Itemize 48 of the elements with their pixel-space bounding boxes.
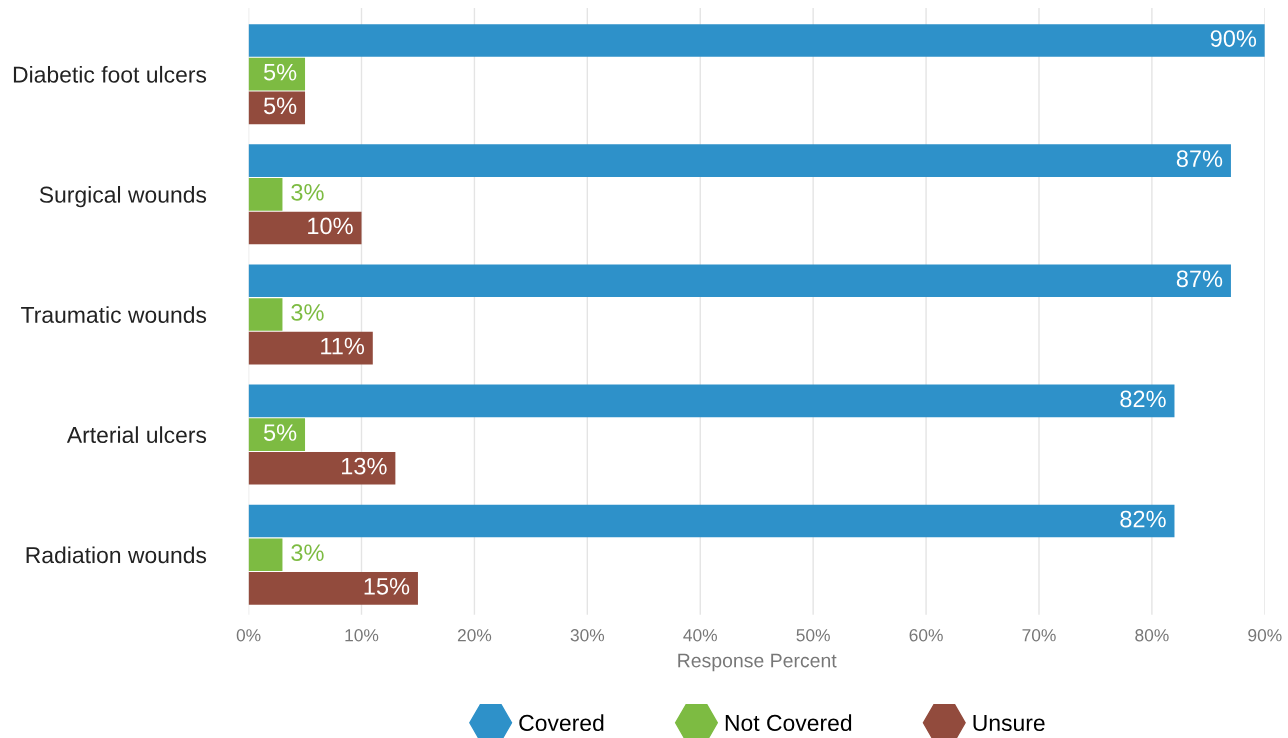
bar <box>248 144 1231 177</box>
data-label: 90% <box>1210 30 1257 47</box>
bar <box>248 178 283 211</box>
bar <box>248 384 1175 418</box>
legend-label: Not Covered <box>725 714 852 732</box>
y-tick-label: Traumatic wounds <box>21 306 207 323</box>
x-tick-label: 50% <box>796 629 830 642</box>
data-label: 5% <box>263 424 297 441</box>
y-tick-label: Radiation wounds <box>26 546 207 564</box>
bar <box>248 57 306 91</box>
x-tick-label: 10% <box>345 629 379 642</box>
data-label: 82% <box>1120 510 1166 528</box>
x-tick-label: 90% <box>1248 629 1282 642</box>
data-label: 82% <box>1120 390 1166 408</box>
x-tick-label: 40% <box>683 629 717 642</box>
x-tick-label: 70% <box>1022 629 1056 642</box>
x-tick-label: 80% <box>1135 629 1169 642</box>
bar <box>248 418 306 451</box>
bar <box>248 24 1265 57</box>
y-tick-label: Surgical wounds <box>39 186 207 208</box>
bar <box>248 572 418 605</box>
data-label: 3% <box>291 304 324 321</box>
bar <box>248 264 1231 298</box>
bar <box>248 331 373 365</box>
data-label: 3% <box>291 544 324 562</box>
data-label: 5% <box>263 63 297 81</box>
legend-label: Covered <box>519 714 604 732</box>
bar <box>248 504 1175 538</box>
y-tick-label: Arterial ulcers <box>66 426 207 444</box>
bar <box>248 451 396 485</box>
data-label: 87% <box>1176 270 1223 288</box>
data-label: 15% <box>364 578 410 595</box>
bar <box>248 211 362 245</box>
x-tick-label: 60% <box>909 629 943 642</box>
bar <box>248 538 283 571</box>
data-label: 3% <box>291 183 324 201</box>
x-tick-label: 20% <box>457 629 492 642</box>
x-tick-label: 30% <box>570 629 605 642</box>
data-label: 10% <box>308 217 353 235</box>
data-label: 5% <box>263 97 297 115</box>
x-tick-label: 0% <box>236 629 261 642</box>
data-label: 87% <box>1176 150 1223 168</box>
y-tick-label: Diabetic foot ulcers <box>13 65 207 83</box>
legend-label: Unsure <box>973 715 1045 732</box>
data-label: 13% <box>342 457 387 475</box>
bar <box>248 298 283 331</box>
data-label: 11% <box>321 337 365 355</box>
x-axis-title: Response Percent <box>678 653 837 672</box>
